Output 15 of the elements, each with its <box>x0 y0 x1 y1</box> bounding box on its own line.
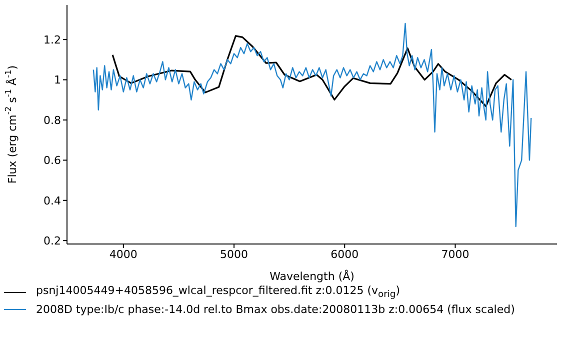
x-tick-label: 4000 <box>109 248 138 261</box>
y-tick-label: 1.2 <box>44 33 61 46</box>
line-series <box>112 35 512 108</box>
line-series <box>92 22 532 228</box>
x-tick-label: 5000 <box>220 248 248 261</box>
y-tick-label: 0.8 <box>44 114 61 127</box>
y-tick-label: 1 <box>54 74 61 87</box>
y-tick-label: 0.6 <box>44 154 61 168</box>
y-tick-label: 0.4 <box>44 194 61 208</box>
legend-label: 2008D type:Ib/c phase:-14.0d rel.to Bmax obs.date:20080113b z:0.00654 (flux scaled) <box>36 303 515 316</box>
x-tick-label: 6000 <box>330 248 359 261</box>
y-tick-label: 0.2 <box>44 234 61 248</box>
x-tick-label: 7000 <box>441 248 470 261</box>
x-axis-title: Wavelength (Å) <box>270 269 354 283</box>
legend-label: psnj14005449+4058596_wlcal_respcor_filtered.fit z:0.0125 (v$_{orig}$) <box>36 284 400 301</box>
